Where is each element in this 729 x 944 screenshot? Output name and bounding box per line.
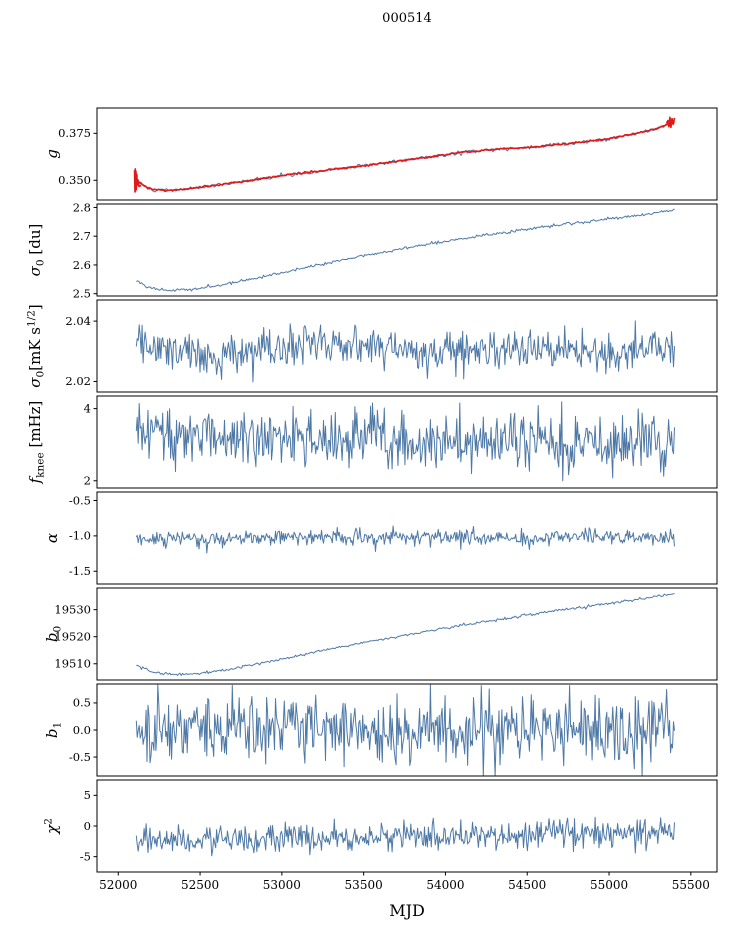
y-tick-label: 4 xyxy=(84,401,91,415)
fknee-line xyxy=(135,401,675,482)
panel-series-group xyxy=(135,320,675,383)
panel-series-group xyxy=(136,208,675,292)
y-tick-label: 2.04 xyxy=(65,314,91,328)
panel-b0: 19510 19520 19530 b0 xyxy=(43,587,718,681)
panel-frame xyxy=(96,779,718,873)
y-tick-label: -0.5 xyxy=(69,493,91,507)
panel-series-group xyxy=(135,816,675,857)
y-axis-label-fknee: fknee [mHz] xyxy=(26,401,47,485)
panel-series-group xyxy=(136,593,675,676)
panel-frame xyxy=(96,491,718,585)
y-tick-label: 19530 xyxy=(54,602,91,616)
y-tick-label: -1.5 xyxy=(69,564,91,578)
x-tick-label: 54500 xyxy=(508,878,546,892)
g-fit-line-segment xyxy=(665,116,676,129)
y-tick-label: 0.375 xyxy=(58,126,91,140)
y-tick-label: -1.0 xyxy=(69,529,91,543)
panel-sigma0-mk: 2.02 2.04 σ0[mK s1/2] xyxy=(26,299,718,393)
y-axis-label-sigma0-mk: σ0[mK s1/2] xyxy=(26,304,47,387)
g-fit-line-segment xyxy=(133,168,142,193)
panel-series-group xyxy=(135,684,675,776)
panel-fknee: 2 4 fknee [mHz] xyxy=(26,395,718,489)
panel-sigma0-du: 2.5 2.6 2.7 2.8 σ0 [du] xyxy=(26,200,718,301)
panel-chi2: -5 0 5 χ2 xyxy=(43,779,718,873)
y-tick-label: -0.5 xyxy=(69,750,91,764)
panel-frame xyxy=(96,587,718,681)
x-axis-label: MJD xyxy=(389,901,425,920)
g-data-line xyxy=(134,120,675,193)
y-tick-label: 0.0 xyxy=(73,723,91,737)
chi2-line xyxy=(135,816,675,857)
g-fit-line xyxy=(134,120,675,193)
sigma0-mk-line xyxy=(135,320,675,383)
y-axis-label-b0: b0 xyxy=(43,626,64,642)
y-axis-label-g: g xyxy=(43,149,61,159)
x-tick-label: 55000 xyxy=(590,878,628,892)
panel-alpha: -1.5 -1.0 -0.5 α xyxy=(43,491,718,585)
y-axis-label-b1: b1 xyxy=(43,722,64,738)
panel-frame xyxy=(96,203,718,297)
y-tick-label: 19510 xyxy=(54,657,91,671)
panel-frame xyxy=(96,395,718,489)
y-tick-label: 2.5 xyxy=(73,287,91,301)
b1-line xyxy=(135,684,675,776)
y-tick-label: 0.5 xyxy=(73,696,91,710)
y-axis-label-sigma0-du: σ0 [du] xyxy=(26,224,47,277)
figure-title: 000514 xyxy=(382,11,432,26)
panel-g: 0.350 0.375 g xyxy=(43,107,718,201)
x-tick-label: 53500 xyxy=(345,878,383,892)
x-tick-label: 52000 xyxy=(99,878,137,892)
y-tick-label: 5 xyxy=(84,788,91,802)
y-tick-label: 2.7 xyxy=(73,229,91,243)
panel-series-group xyxy=(135,401,675,482)
panel-frame xyxy=(96,299,718,393)
y-axis-label-chi2: χ2 xyxy=(43,818,62,835)
alpha-line xyxy=(135,525,675,554)
y-tick-label: 19520 xyxy=(54,630,91,644)
y-tick-label: 2 xyxy=(84,474,91,488)
x-tick-label: 55500 xyxy=(672,878,710,892)
y-tick-label: 2.8 xyxy=(73,200,91,214)
y-tick-label: -5 xyxy=(80,849,91,863)
x-tick-label: 53000 xyxy=(263,878,301,892)
y-tick-label: 0 xyxy=(84,819,91,833)
b0-line xyxy=(136,593,675,676)
panel-frame xyxy=(96,107,718,201)
y-tick-label: 2.6 xyxy=(73,258,91,272)
panel-b1: -0.5 0.0 0.5 b1 xyxy=(43,683,718,777)
x-tick-label: 54000 xyxy=(426,878,464,892)
x-tick-label: 52500 xyxy=(181,878,219,892)
y-tick-label: 0.350 xyxy=(58,173,91,187)
panel-series-group xyxy=(135,525,675,554)
sigma0-du-line xyxy=(136,208,675,292)
panel-series-group xyxy=(133,116,676,193)
y-tick-label: 2.02 xyxy=(65,374,91,388)
y-axis-label-alpha: α xyxy=(43,533,61,543)
